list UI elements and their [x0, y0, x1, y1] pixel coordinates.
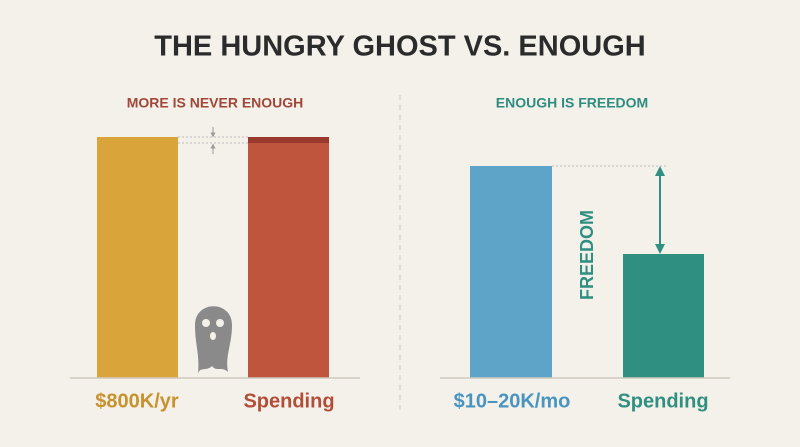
- spending-overflow: [248, 137, 329, 143]
- left-heading: MORE IS NEVER ENOUGH: [127, 95, 304, 111]
- right-heading: ENOUGH IS FREEDOM: [496, 95, 648, 111]
- income-bar: [97, 137, 178, 378]
- spending-bar: [623, 254, 704, 378]
- bar-label: $800K/yr: [95, 390, 179, 412]
- spending-bar: [248, 137, 329, 378]
- bar-label: $10–20K/mo: [454, 390, 571, 412]
- bar-label: Spending: [243, 390, 334, 412]
- bar-label: Spending: [617, 390, 708, 412]
- ghost: [195, 306, 232, 374]
- title: THE HUNGRY GHOST VS. ENOUGH: [154, 31, 645, 63]
- income-bar: [470, 166, 552, 378]
- gap-label: FREEDOM: [577, 210, 597, 300]
